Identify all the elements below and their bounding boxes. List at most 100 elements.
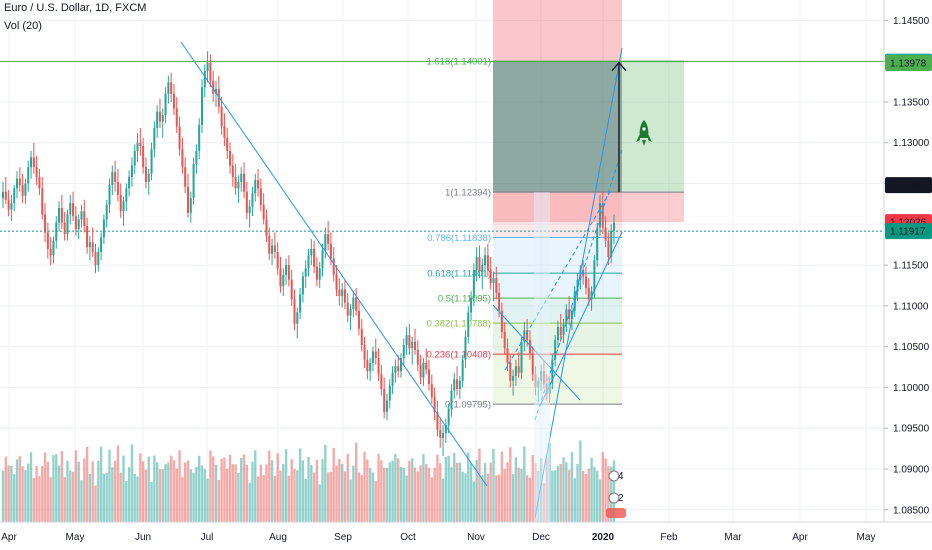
candle-body [215, 88, 218, 94]
volume-bar [422, 453, 425, 522]
candle-body [66, 214, 69, 235]
chart-title: Euro / U.S. Dollar, 1D, FXCM [4, 2, 147, 14]
candle-body [430, 384, 433, 398]
volume-bar [7, 465, 10, 522]
volume-bar [71, 471, 75, 522]
candle-body [27, 167, 30, 184]
candle-body [24, 183, 27, 196]
volume-bar [489, 462, 492, 522]
volume-bar [52, 455, 55, 522]
volume-bar [304, 478, 307, 522]
volume-bar [562, 457, 565, 522]
volume-bar [29, 452, 33, 522]
volume-bar [604, 458, 607, 522]
candle-body [517, 366, 520, 373]
fib-level-label: 1(1.12394) [445, 188, 491, 199]
candle-body [296, 312, 299, 324]
volume-bar [413, 467, 417, 522]
candle-body [114, 172, 117, 182]
volume-bar [161, 469, 164, 522]
volume-bar [83, 458, 86, 522]
time-axis-label: May [857, 532, 876, 543]
candle-body [119, 194, 122, 212]
volume-bar [354, 442, 358, 522]
candle-body [472, 269, 475, 298]
volume-bar [338, 459, 341, 522]
candle-body [332, 258, 335, 275]
volume-bar [478, 448, 481, 522]
volume-bar [335, 465, 338, 522]
volume-bar [74, 450, 78, 522]
candle-body [391, 372, 394, 386]
volume-bar [567, 469, 571, 522]
volume-bar [455, 462, 459, 522]
candle-body [268, 235, 271, 254]
price-axis-label: 1.10500 [893, 342, 930, 353]
candle-body [60, 207, 63, 223]
volume-bar [340, 464, 344, 522]
candle-body [366, 359, 369, 372]
price-axis [884, 0, 932, 550]
candle-body [198, 124, 201, 151]
volume-bar [27, 463, 30, 522]
volume-bar [509, 447, 512, 522]
volume-bar [43, 452, 47, 522]
candle-body [147, 173, 150, 182]
candle-body [475, 256, 478, 270]
volume-bar [119, 472, 122, 522]
volume-bar [551, 470, 554, 522]
volume-bar [570, 452, 574, 522]
candle-body [293, 299, 296, 324]
candle-body [153, 128, 156, 150]
volume-bar [136, 476, 139, 522]
volume-bar [209, 450, 212, 522]
volume-bar [97, 460, 100, 522]
candle-body [243, 173, 246, 192]
candle-body [30, 157, 33, 168]
volume-bar [10, 466, 13, 522]
volume-indicator-label[interactable]: Vol (20) [4, 20, 42, 32]
candle-body [100, 237, 103, 253]
volume-bar [88, 473, 92, 522]
candle-body [254, 180, 257, 194]
volume-bar [587, 468, 590, 522]
candle-body [315, 266, 318, 280]
downtrend-line [180, 41, 488, 487]
candle-body [116, 181, 119, 195]
volume-bar [612, 460, 616, 522]
volume-bar [279, 470, 282, 522]
candle-body [512, 376, 515, 381]
candle-body [470, 297, 473, 313]
candle-body [142, 145, 145, 168]
candle-body [587, 287, 590, 300]
volume-bar [444, 456, 448, 522]
time-axis-label: Mar [724, 532, 742, 543]
candle-body [161, 115, 164, 122]
candle-body [257, 180, 260, 189]
volume-bar [290, 459, 293, 522]
candle-body [565, 309, 568, 324]
candle-body [419, 364, 422, 378]
volume-bar [32, 478, 36, 522]
volume-bar [581, 470, 585, 522]
volume-bar [503, 468, 506, 522]
volume-bar [248, 482, 251, 522]
volume-bar [523, 446, 526, 522]
candle-body [439, 429, 442, 438]
volume-bar [517, 467, 520, 522]
candle-body [526, 330, 529, 341]
candle-body [164, 93, 167, 116]
candle-body [83, 211, 86, 226]
candle-body [584, 276, 587, 288]
volume-bar [49, 477, 52, 522]
candle-body [229, 150, 232, 166]
candle-body [411, 341, 414, 349]
candle-body [86, 225, 89, 248]
candle-body [498, 292, 501, 311]
candle-body [385, 400, 388, 412]
volume-bar [352, 465, 355, 522]
volume-bar [363, 451, 366, 522]
volume-bar [559, 463, 562, 522]
